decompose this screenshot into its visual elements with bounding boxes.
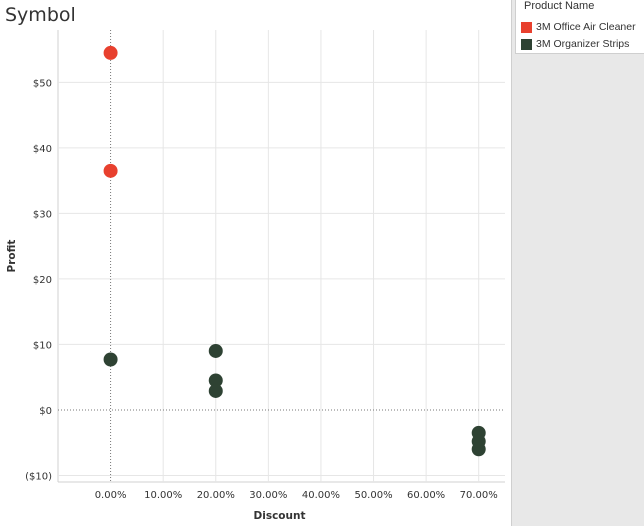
x-tick-label: 70.00% (460, 490, 498, 501)
legend-item-label: 3M Organizer Strips (536, 38, 630, 50)
scatter-plot: ($10) $0 $10 $20 $30 $40 $50 0.00% 10.00% 20.00% 3… (6, 30, 505, 522)
y-axis-label: Profit (6, 240, 18, 273)
legend-item-label: 3M Office Air Cleaner (536, 21, 636, 33)
legend-title: Product Name (524, 0, 595, 12)
legend: Product Name 3M Office Air Cleaner 3M Or… (515, 0, 644, 54)
legend-item-air-cleaner[interactable]: 3M Office Air Cleaner (521, 20, 636, 34)
legend-panel: Product Name 3M Office Air Cleaner 3M Or… (511, 0, 644, 526)
chart-title: Symbol (5, 4, 76, 26)
y-tick-label: $10 (33, 340, 52, 351)
y-tick-label: $50 (33, 78, 52, 89)
x-tick-label: 60.00% (407, 490, 445, 501)
x-axis-label: Discount (254, 510, 306, 522)
legend-swatch (521, 38, 532, 50)
y-tick-label: $0 (39, 406, 52, 417)
data-point (103, 352, 118, 367)
data-point (208, 383, 223, 398)
x-tick-label: 0.00% (95, 490, 127, 501)
data-point (208, 373, 223, 388)
legend-item-organizer-strips[interactable]: 3M Organizer Strips (521, 37, 629, 51)
data-point (208, 343, 223, 358)
x-tick-label: 20.00% (197, 490, 235, 501)
data-point (103, 163, 118, 178)
legend-swatch (521, 21, 532, 33)
y-tick-label: $20 (33, 275, 52, 286)
x-tick-label: 40.00% (302, 490, 340, 501)
y-tick-label: $30 (33, 209, 52, 220)
y-tick-label: $40 (33, 144, 52, 155)
x-tick-label: 30.00% (249, 490, 287, 501)
chart-view: Symbol ($10) $0 $10 $20 $30 $40 $50 0.00% 10.00%… (5, 4, 505, 522)
x-tick-label: 10.00% (144, 490, 182, 501)
data-point (471, 442, 486, 457)
data-point (103, 45, 118, 60)
x-tick-label: 50.00% (354, 490, 392, 501)
y-tick-label: ($10) (25, 471, 52, 482)
